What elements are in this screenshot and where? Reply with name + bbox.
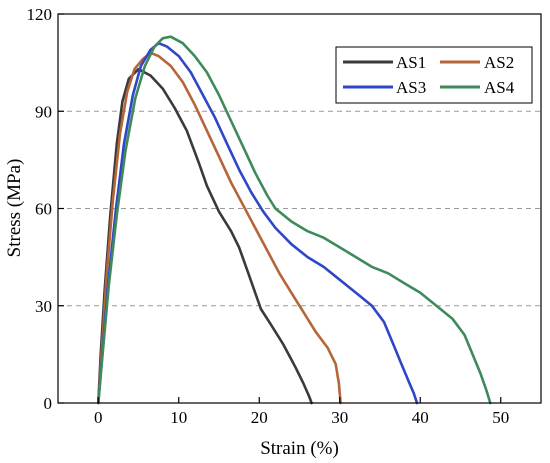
y-tick-label: 30 <box>35 297 52 316</box>
legend-label-as3: AS3 <box>396 78 426 97</box>
series-layer <box>97 35 492 405</box>
y-tick-label: 90 <box>35 102 52 121</box>
series-line-as4 <box>97 35 492 405</box>
series-line-as1 <box>97 67 313 405</box>
legend-label-as2: AS2 <box>484 53 514 72</box>
x-tick-label: 0 <box>94 408 103 427</box>
x-tick-label: 20 <box>251 408 268 427</box>
y-axis-title: Stress (MPa) <box>4 159 25 258</box>
legend: AS1 AS2 AS3 AS4 <box>335 46 533 104</box>
x-axis-title: Strain (%) <box>260 438 339 459</box>
y-tick-label: 0 <box>44 394 53 413</box>
y-tick-label: 60 <box>35 200 52 219</box>
legend-box <box>335 46 533 104</box>
tick-layer: 0 10 20 30 40 50 0 30 60 90 120 <box>27 5 510 427</box>
series-line-as2 <box>97 51 342 405</box>
grid-layer <box>58 110 541 307</box>
legend-label-as4: AS4 <box>484 78 515 97</box>
y-tick-label: 120 <box>27 5 53 24</box>
x-tick-label: 10 <box>170 408 187 427</box>
legend-label-as1: AS1 <box>396 53 426 72</box>
x-tick-label: 50 <box>492 408 509 427</box>
series-line-as3 <box>97 41 419 405</box>
x-tick-label: 40 <box>412 408 429 427</box>
x-tick-label: 30 <box>331 408 348 427</box>
